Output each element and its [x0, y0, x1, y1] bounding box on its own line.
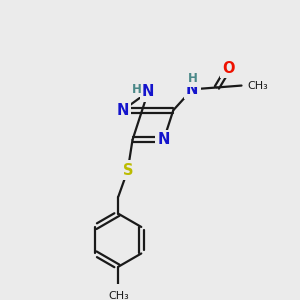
Text: N: N — [142, 84, 154, 99]
Text: O: O — [222, 61, 235, 76]
Text: N: N — [117, 103, 129, 118]
Text: H: H — [188, 72, 198, 86]
Text: N: N — [158, 132, 170, 147]
Text: CH₃: CH₃ — [247, 81, 268, 91]
Text: CH₃: CH₃ — [108, 291, 129, 300]
Text: N: N — [186, 82, 199, 97]
Text: S: S — [122, 163, 133, 178]
Text: H: H — [132, 82, 142, 95]
